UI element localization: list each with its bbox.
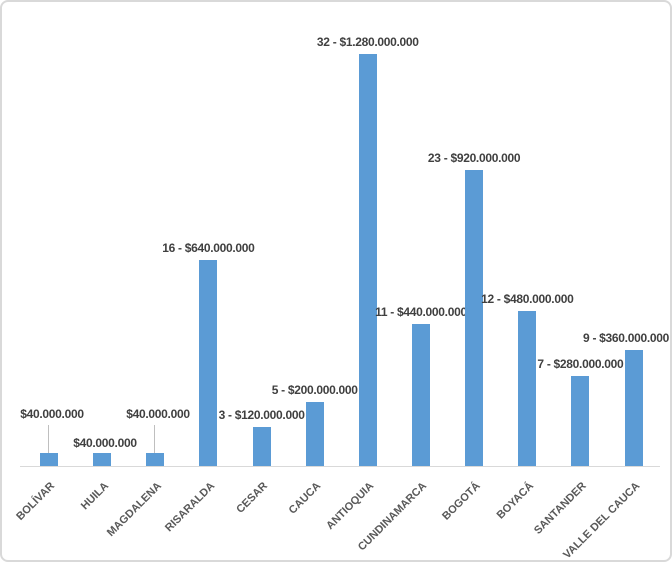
bar-value-label: 16 - $640.000.000 [162,241,255,255]
x-axis-label: CAUCA [286,480,324,517]
x-axis-label: CESAR [234,480,271,516]
bar-value-label: 7 - $280.000.000 [537,357,624,371]
x-axis-label: HUILA [78,480,111,513]
x-axis-line [20,466,660,467]
x-axis-label: BOYACÁ [494,480,536,522]
bar [358,54,377,466]
bar [199,260,218,466]
bar [624,350,643,466]
x-axis-label: MAGDALENA [104,480,164,540]
bar [518,311,537,466]
bar-value-label: $40.000.000 [20,407,84,421]
bar-value-label: 12 - $480.000.000 [481,292,574,306]
bar [252,427,271,466]
bar-value-label: 23 - $920.000.000 [427,151,521,165]
bar [571,376,590,466]
bar [40,453,58,466]
bar [305,402,324,466]
bar-value-label: $40.000.000 [126,407,190,421]
bar-value-label: 32 - $1.280.000.000 [316,35,419,49]
x-axis-label: BOGOTÁ [439,480,483,523]
x-axis-label: BOLÍVAR [14,480,58,523]
bar [465,170,484,466]
bar [146,453,165,466]
bar [93,453,112,466]
x-axis-label: SANTANDER [532,480,589,537]
bar-value-label: 9 - $360.000.000 [583,331,669,345]
x-axis-label: RISARALDA [162,480,217,535]
leader-line [153,425,155,453]
bar-value-label: 5 - $200.000.000 [271,383,358,397]
bar-value-label: 3 - $120.000.000 [218,408,305,422]
bar [412,324,430,466]
bar-value-label: $40.000.000 [73,436,137,450]
leader-line [47,425,49,453]
x-axis-label: ANTIOQUIA [324,480,377,533]
bar-value-label: 11 - $440.000.000 [375,305,467,319]
